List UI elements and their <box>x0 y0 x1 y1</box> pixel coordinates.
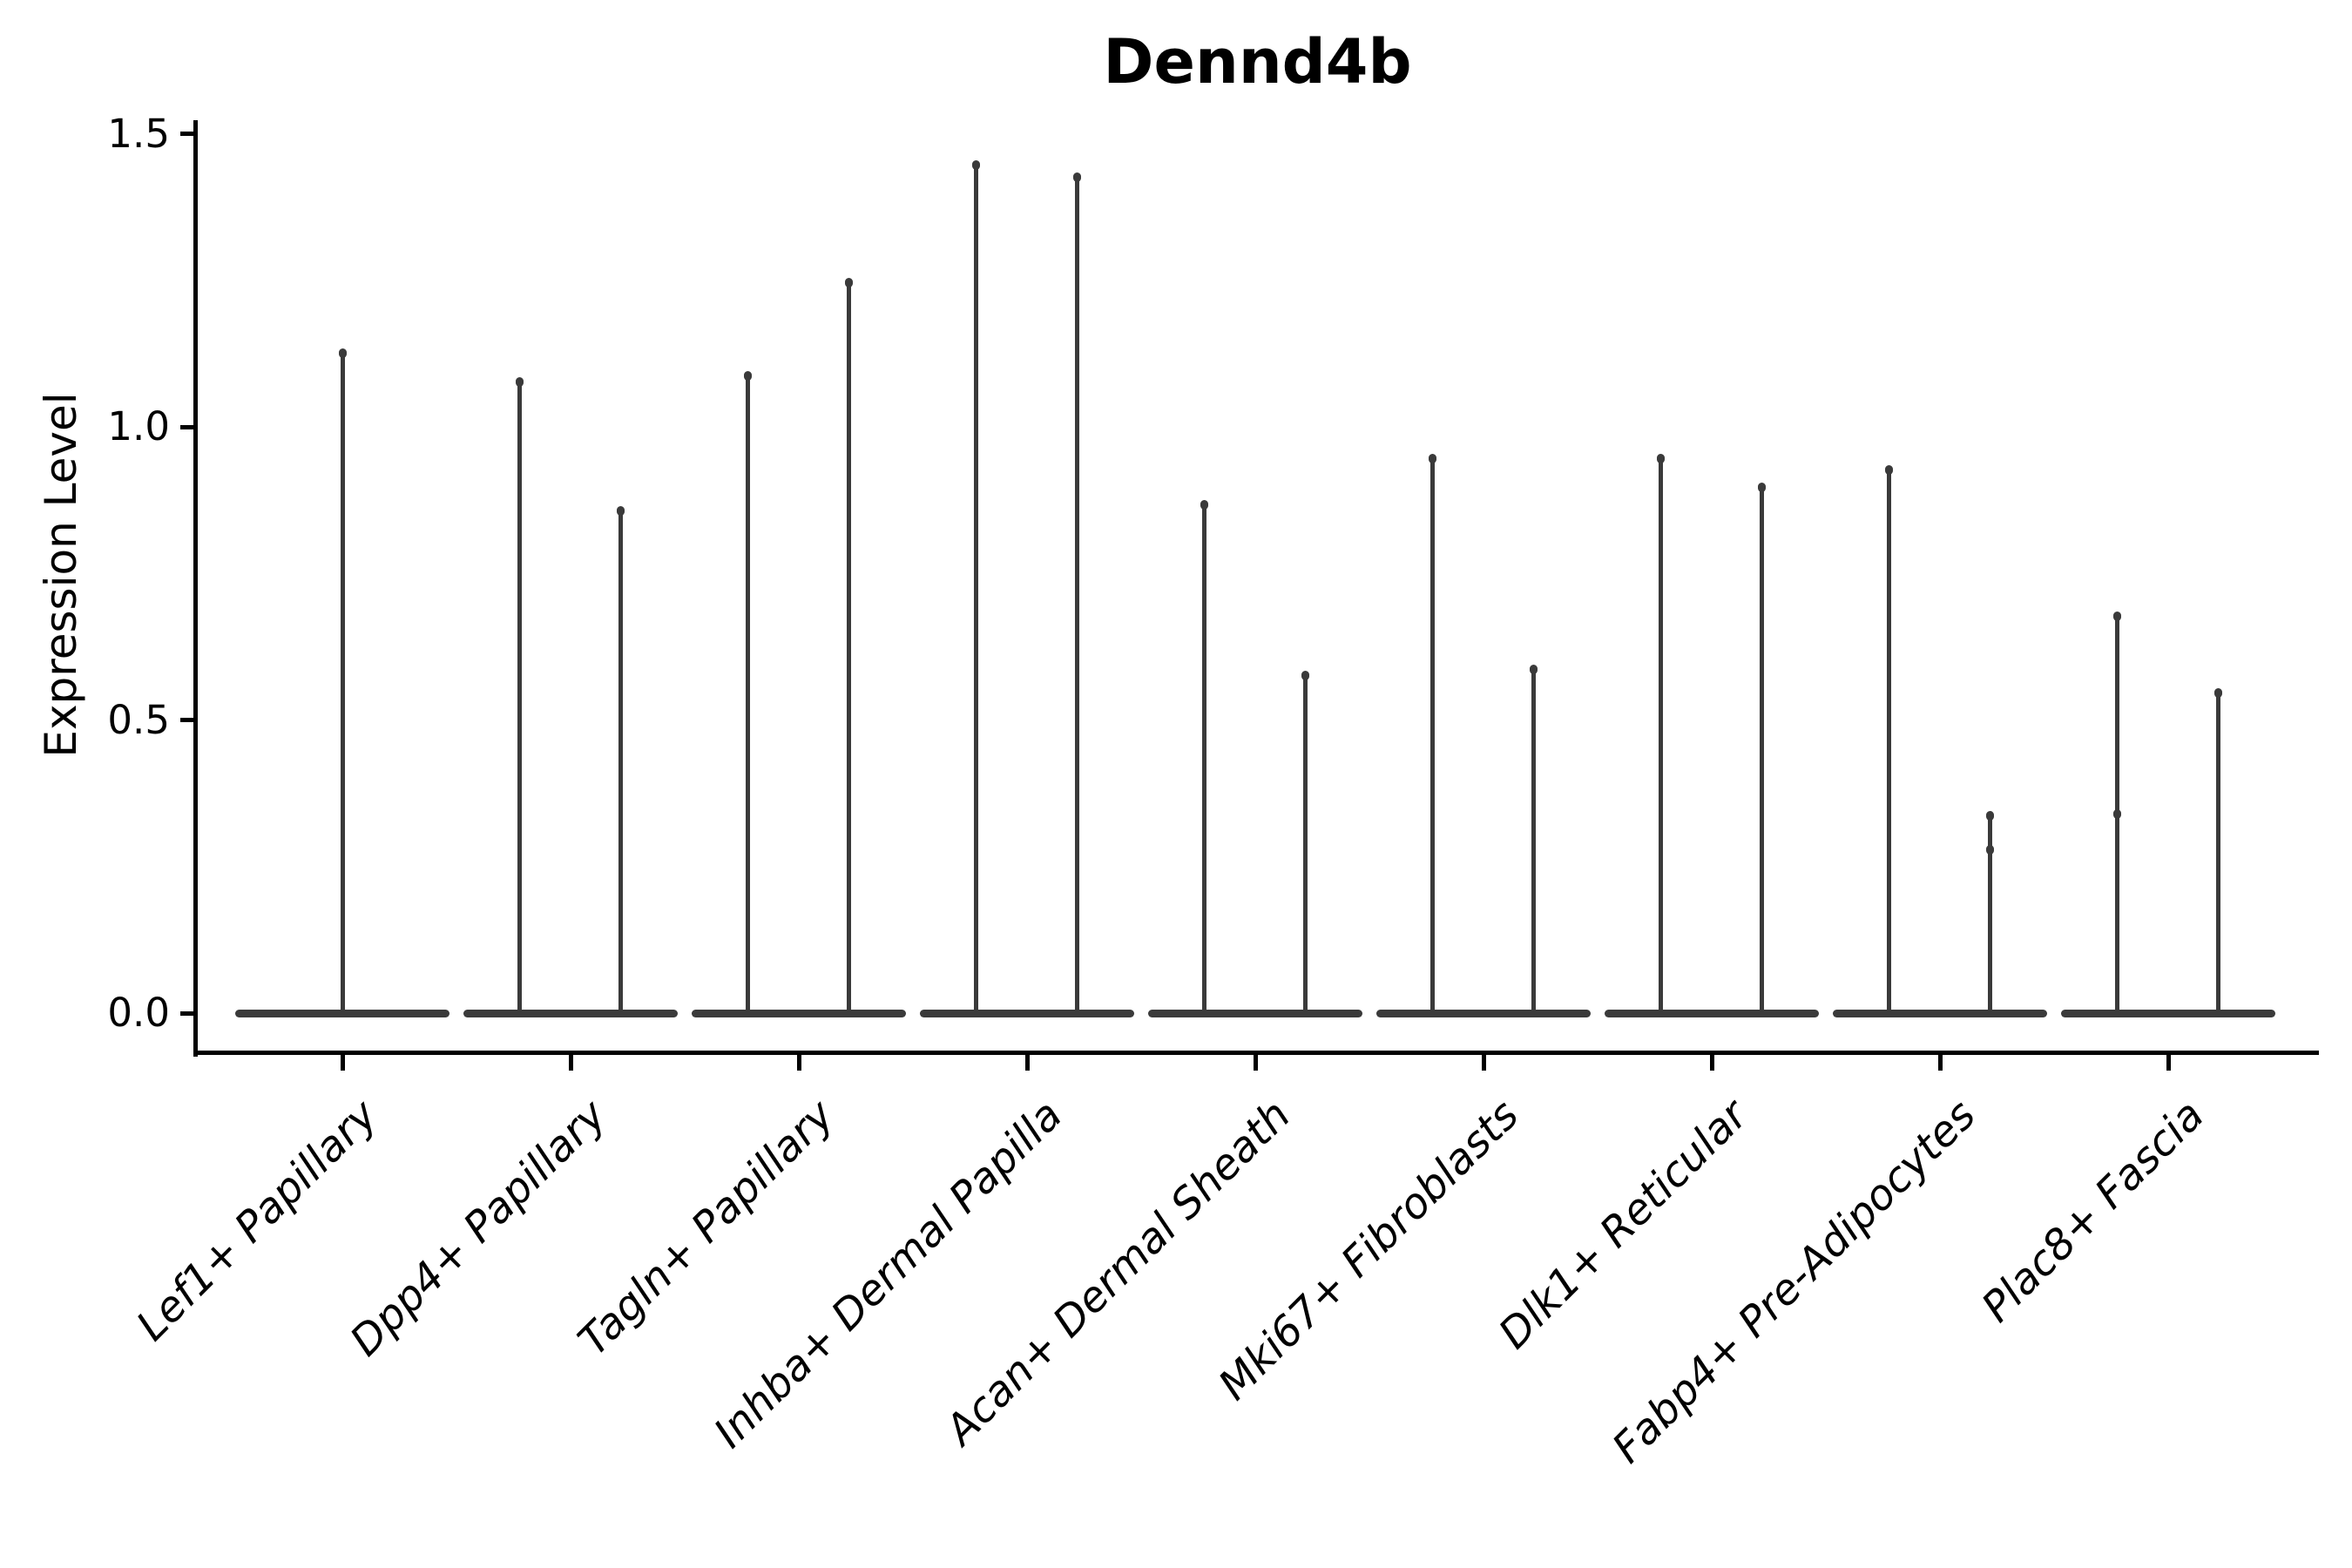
violin-spike-cap <box>1656 453 1665 463</box>
x-tick-label: Fabp4+ Pre-Adipocytes <box>1603 1091 1985 1473</box>
violin-spike-cap <box>1884 465 1893 476</box>
y-tick-mark <box>180 1010 194 1016</box>
violin-spike-cap <box>1072 172 1081 182</box>
y-tick-mark <box>180 424 194 429</box>
x-tick-mark <box>1253 1055 1258 1071</box>
violin-spike-cap <box>338 348 347 358</box>
violin-spike-cap <box>971 160 980 171</box>
violin-spike-cap <box>515 377 524 388</box>
violin-spike <box>973 163 978 1017</box>
violin-spike-cap <box>2112 612 2121 622</box>
y-axis-line <box>193 120 198 1057</box>
x-axis-line <box>193 1051 2319 1055</box>
x-tick-mark <box>340 1055 345 1071</box>
violin-spike <box>1759 485 1764 1017</box>
violin-spike-cap <box>1428 453 1436 463</box>
violin-width-bump <box>2112 809 2121 820</box>
x-tick-mark <box>1024 1055 1030 1071</box>
chart-title: Dennd4b <box>1103 26 1412 98</box>
violin-base-bar <box>463 1009 678 1017</box>
violin-spike <box>1886 468 1891 1017</box>
x-tick-mark <box>796 1055 801 1071</box>
x-tick-mark <box>1481 1055 1486 1071</box>
violin-base-bar <box>920 1009 1134 1017</box>
violin-base-bar <box>1833 1009 2047 1017</box>
y-tick-mark <box>180 718 194 722</box>
violin-spike <box>618 509 623 1017</box>
violin-spike <box>1302 672 1308 1017</box>
x-tick-label: Dlk1+ Reticular <box>1489 1091 1757 1359</box>
violin-base-bar <box>1376 1009 1591 1017</box>
violin-spike-cap <box>1301 670 1309 680</box>
violin-base-bar <box>692 1009 906 1017</box>
violin-spike <box>745 374 750 1017</box>
violin-base-bar <box>1148 1009 1362 1017</box>
violin-spike-cap <box>844 277 853 287</box>
x-tick-label: Lef1+ Papillary <box>127 1091 388 1351</box>
violin-spike <box>517 380 522 1017</box>
x-tick-mark <box>1937 1055 1943 1071</box>
violin-spike <box>1074 174 1079 1017</box>
violin-spike <box>1531 666 1536 1017</box>
y-tick-label: 0.0 <box>107 990 170 1036</box>
y-tick-mark <box>180 132 194 136</box>
violin-spike <box>1201 503 1206 1017</box>
violin-spike <box>340 350 345 1017</box>
violin-spike-cap <box>616 506 625 517</box>
violin-spike-cap <box>2213 687 2222 698</box>
violin-width-bump <box>1985 844 1994 855</box>
x-tick-mark <box>568 1055 573 1071</box>
violin-base-bar <box>2061 1009 2275 1017</box>
violin-spike <box>846 280 851 1017</box>
y-tick-label: 1.5 <box>107 110 170 157</box>
violin-spike <box>1987 814 1992 1017</box>
y-tick-label: 0.5 <box>107 696 170 743</box>
violin-spike <box>1658 456 1663 1017</box>
violin-spike-cap <box>1200 500 1208 510</box>
violin-spike-cap <box>1757 483 1766 493</box>
x-tick-mark <box>2166 1055 2171 1071</box>
violin-spike-cap <box>1985 811 1994 821</box>
violin-spike <box>2215 690 2220 1017</box>
x-tick-label: Plac8+ Fascia <box>1971 1091 2213 1332</box>
violin-spike-cap <box>743 371 752 382</box>
violin-spike-cap <box>1529 664 1538 674</box>
violin-base-bar <box>1605 1009 1819 1017</box>
x-tick-mark <box>1709 1055 1714 1071</box>
y-tick-label: 1.0 <box>107 403 170 449</box>
violin-spike <box>1429 456 1435 1017</box>
